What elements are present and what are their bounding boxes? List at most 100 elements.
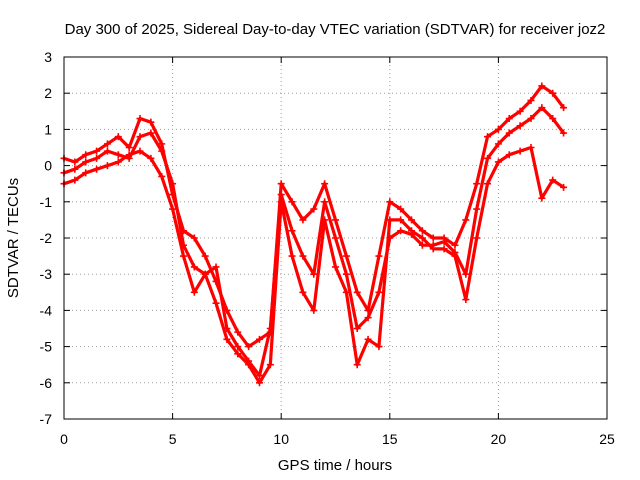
data-point <box>277 191 285 199</box>
data-point <box>310 270 318 278</box>
data-point <box>462 270 470 278</box>
data-point <box>234 328 242 336</box>
data-point <box>364 335 372 343</box>
data-point <box>147 154 155 162</box>
data-point <box>473 234 481 242</box>
data-point <box>125 144 133 151</box>
data-point <box>375 343 383 351</box>
data-point <box>473 205 481 213</box>
x-tick-label: 15 <box>382 431 398 447</box>
y-tick-label: -5 <box>40 339 53 355</box>
x-tick-labels: 0 5 10 15 20 25 <box>60 431 615 447</box>
data-point <box>255 335 263 343</box>
data-point <box>201 270 209 278</box>
data-point <box>418 241 426 249</box>
data-point <box>418 227 426 235</box>
series-track-b <box>60 104 568 380</box>
data-point <box>169 180 177 188</box>
data-point <box>234 343 242 351</box>
data-point <box>353 325 361 332</box>
data-point <box>114 158 122 166</box>
data-point <box>505 151 513 159</box>
data-point <box>397 205 405 213</box>
data-point <box>527 144 535 151</box>
data-point <box>451 241 459 249</box>
data-point <box>93 154 101 162</box>
data-point <box>386 216 394 224</box>
data-point <box>494 140 502 148</box>
data-point <box>223 335 231 343</box>
data-point <box>321 198 329 206</box>
data-point <box>473 180 481 188</box>
data-point <box>321 180 329 188</box>
data-point <box>505 115 513 123</box>
data-point <box>310 306 318 314</box>
data-point <box>136 147 144 155</box>
data-point <box>288 198 296 206</box>
data-point <box>560 104 568 112</box>
data-point <box>82 169 90 177</box>
data-point <box>147 129 155 137</box>
data-point <box>255 372 263 380</box>
data-point <box>212 263 220 271</box>
data-point <box>364 314 372 322</box>
data-point <box>147 118 155 126</box>
data-point <box>103 147 111 155</box>
data-point <box>342 288 350 296</box>
data-point <box>93 165 101 173</box>
data-point <box>179 252 187 260</box>
data-point <box>353 288 361 296</box>
data-series <box>60 82 568 387</box>
y-tick-label: -4 <box>40 302 53 318</box>
data-point <box>245 361 253 369</box>
data-point <box>538 82 546 90</box>
y-tick-label: 0 <box>44 158 52 174</box>
data-point <box>234 350 242 358</box>
data-point <box>332 216 339 224</box>
data-point <box>169 205 177 213</box>
data-point <box>397 227 405 235</box>
data-point <box>538 104 546 112</box>
data-point <box>299 252 307 260</box>
y-tick-label: -2 <box>40 230 53 246</box>
data-point <box>277 180 285 188</box>
data-point <box>440 238 448 246</box>
data-point <box>82 158 90 166</box>
x-tick-label: 25 <box>599 431 615 447</box>
data-point <box>93 147 101 155</box>
y-tick-label: -1 <box>40 194 53 210</box>
y-tick-labels: 3 2 1 0 -1 -2 -3 -4 -5 -6 -7 <box>40 49 53 427</box>
data-point <box>429 234 437 242</box>
data-point <box>549 176 557 184</box>
data-point <box>114 133 122 141</box>
x-tick-label: 20 <box>491 431 507 447</box>
data-point <box>245 343 253 351</box>
data-point <box>549 89 557 97</box>
data-point <box>342 270 350 278</box>
data-point <box>505 129 513 137</box>
y-tick-label: -3 <box>40 266 53 282</box>
y-tick-label: -7 <box>40 411 53 427</box>
data-point <box>190 234 198 242</box>
data-point <box>299 216 307 224</box>
data-point <box>342 252 350 260</box>
data-point <box>71 176 79 184</box>
data-point <box>201 252 209 260</box>
data-point <box>288 227 296 235</box>
data-point <box>397 216 405 224</box>
data-point <box>527 96 535 104</box>
data-point <box>332 234 339 242</box>
data-point <box>408 227 416 235</box>
data-point <box>560 183 568 191</box>
data-point <box>136 133 144 141</box>
data-point <box>277 198 285 206</box>
data-point <box>516 122 524 130</box>
data-point <box>527 115 535 123</box>
data-point <box>321 216 329 224</box>
data-point <box>484 154 492 162</box>
x-axis-label: GPS time / hours <box>278 457 392 474</box>
data-point <box>549 115 557 123</box>
data-point <box>299 288 307 296</box>
data-point <box>190 288 198 296</box>
